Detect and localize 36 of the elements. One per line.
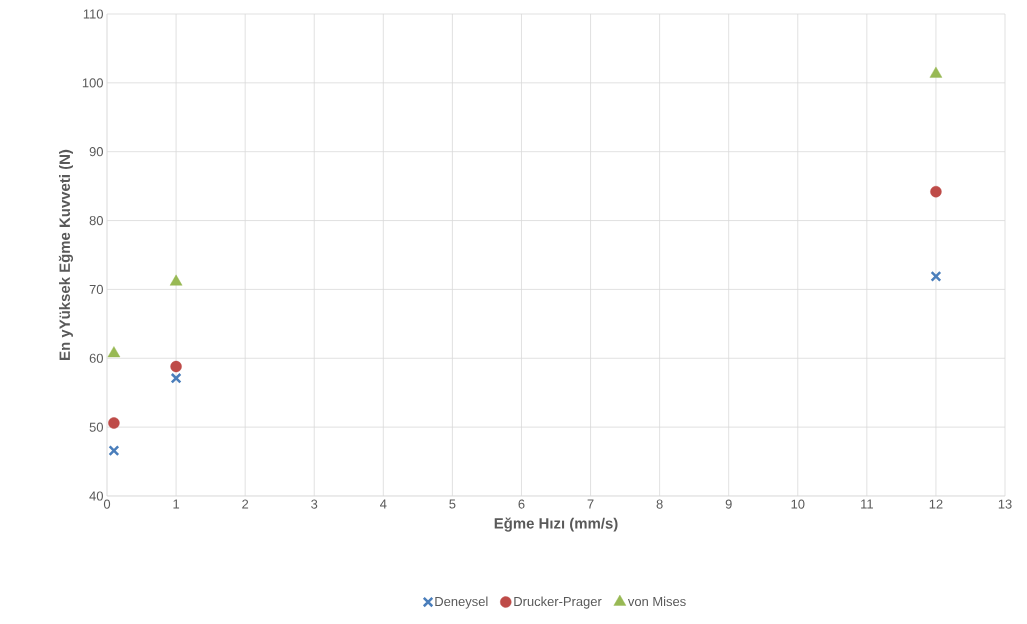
x-tick-label: 13 [998,499,1012,509]
x-tick-label: 5 [449,499,456,509]
y-tick-label: 60 [89,353,103,363]
point [169,274,183,286]
x-tick-label: 11 [861,499,873,509]
point [108,445,120,457]
x-tick-label: 7 [587,499,594,509]
y-tick-label: 50 [89,422,103,432]
y-tick-label: 110 [83,9,103,19]
x-tick-label: 2 [242,499,249,509]
x-axis-title: Eğme Hızı (mm/s) [494,517,618,532]
y-axis-title: En yYüksek Eğme Kuvveti (N) [58,149,74,360]
point [107,346,121,358]
y-tick-label: 90 [89,147,103,157]
legend-label: Deneysel [435,596,488,609]
x-tick-label: 9 [725,499,732,509]
legend-label: von Mises [627,596,686,607]
x-tick-label: 8 [656,499,663,509]
x-tick-label: 1 [173,499,180,509]
y-tick-label: 40 [89,491,103,501]
point [170,360,182,373]
x-tick-label: 12 [929,499,943,509]
point [930,270,942,282]
legend-label: Drucker-Prager [514,596,602,609]
x-tick-label: 10 [791,499,805,509]
y-tick-label: 70 [89,284,103,294]
point [108,417,120,429]
x-tick-label: 6 [518,499,525,509]
x-tick-label: 0 [103,499,111,509]
point [929,66,943,78]
x-tick-label: 4 [380,499,387,509]
point [930,185,942,198]
y-tick-label: 100 [82,78,103,88]
x-tick-label: 3 [311,499,318,509]
y-tick-label: 80 [89,215,103,226]
point [170,372,182,384]
